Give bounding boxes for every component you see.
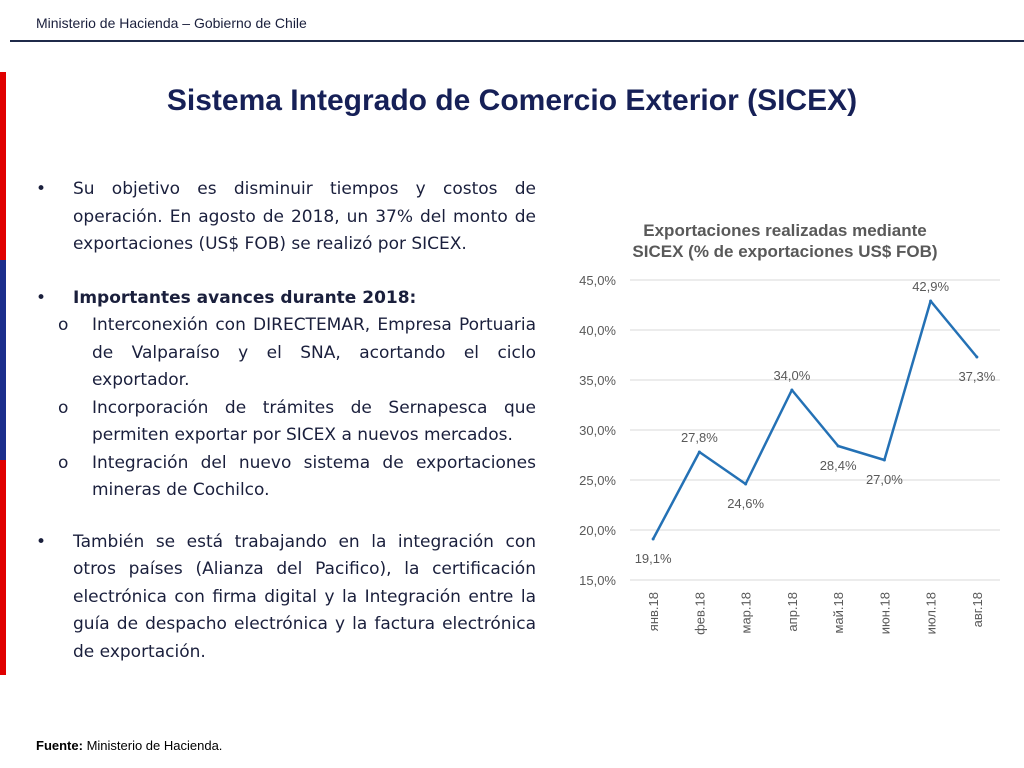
data-point (790, 388, 794, 392)
x-tick-label: янв.18 (646, 592, 661, 631)
bullet-marker: • (36, 179, 47, 199)
data-point (975, 355, 979, 359)
x-tick-label: фев.18 (692, 592, 707, 635)
data-point (697, 450, 701, 454)
data-label: 37,3% (958, 369, 995, 384)
series-line (652, 299, 978, 540)
bullet-marker: • (36, 287, 47, 308)
sicex-chart: Exportaciones realizadas mediante SICEX … (560, 210, 1010, 670)
sub-text: Interconexión con DIRECTEMAR, Empresa Po… (92, 315, 536, 390)
x-tick-label: июл.18 (924, 592, 939, 634)
data-label: 24,6% (727, 496, 764, 511)
data-label: 28,4% (820, 458, 857, 473)
bullet-objective: • Su objetivo es disminuir tiempos y cos… (36, 176, 536, 259)
sub-marker: o (58, 315, 69, 335)
source-text: Ministerio de Hacienda. (82, 738, 223, 753)
left-accent-red-top (0, 72, 6, 260)
y-tick-label: 45,0% (579, 273, 616, 288)
data-point (744, 482, 748, 486)
sub-text: Integración del nuevo sistema de exporta… (92, 452, 536, 501)
data-label: 34,0% (773, 368, 810, 383)
y-tick-label: 30,0% (579, 423, 616, 438)
data-label: 42,9% (912, 279, 949, 294)
data-point (929, 299, 933, 303)
bullet-marker: • (36, 531, 47, 552)
chart-title: Exportaciones realizadas mediante SICEX … (560, 220, 1010, 262)
x-tick-label: авг.18 (970, 592, 985, 627)
x-tick-label: июн.18 (877, 592, 892, 634)
source-label: Fuente: (36, 738, 83, 753)
header-org: Ministerio de Hacienda – Gobierno de Chi… (36, 15, 307, 31)
bullet-integration: • También se está trabajando en la integ… (36, 529, 536, 667)
page-title: Sistema Integrado de Comercio Exterior (… (166, 84, 858, 117)
x-tick-label: май.18 (831, 592, 846, 634)
bullet-list: • Su objetivo es disminuir tiempos y cos… (36, 176, 536, 666)
x-tick-label: апр.18 (785, 592, 800, 632)
chart-title-line-1: Exportaciones realizadas mediante (643, 221, 927, 240)
data-label: 27,8% (681, 430, 718, 445)
sub-item-sernapesca: o Incorporación de trámites de Sernapesc… (36, 395, 536, 450)
sub-item-directemar: o Interconexión con DIRECTEMAR, Empresa … (36, 312, 536, 395)
left-accent-red-bottom (0, 460, 6, 675)
bullet-text: También se está trabajando en la integra… (73, 531, 536, 662)
chart-plot: 15,0% 20,0% 25,0% 30,0% 35,0% 40,0% 45,0% янв.1… (579, 273, 1000, 635)
bullet-text: Importantes avances durante 2018: (73, 287, 417, 308)
sub-text: Incorporación de trámites de Sernapesca … (92, 397, 536, 446)
x-tick-label: мар.18 (739, 592, 754, 633)
source-note: Fuente: Ministerio de Hacienda. (36, 738, 222, 753)
y-tick-label: 35,0% (579, 373, 616, 388)
y-tick-label: 25,0% (579, 473, 616, 488)
sub-item-cochilco: o Integración del nuevo sistema de expor… (36, 450, 536, 505)
data-point (836, 444, 840, 448)
bullet-text: Su objetivo es disminuir tiempos y costo… (73, 179, 536, 254)
data-point (651, 537, 655, 541)
y-tick-label: 20,0% (579, 523, 616, 538)
data-point (882, 458, 886, 462)
bullet-advances: • Importantes avances durante 2018: (36, 285, 536, 313)
y-tick-label: 15,0% (579, 573, 616, 588)
sub-marker: o (58, 397, 69, 418)
data-label: 19,1% (635, 551, 672, 566)
y-tick-label: 40,0% (579, 323, 616, 338)
left-accent-blue (0, 260, 6, 460)
chart-title-line-2: SICEX (% de exportaciones US$ FOB) (632, 242, 938, 261)
header-divider (10, 40, 1024, 42)
data-label: 27,0% (866, 472, 903, 487)
sub-marker: o (58, 452, 69, 473)
